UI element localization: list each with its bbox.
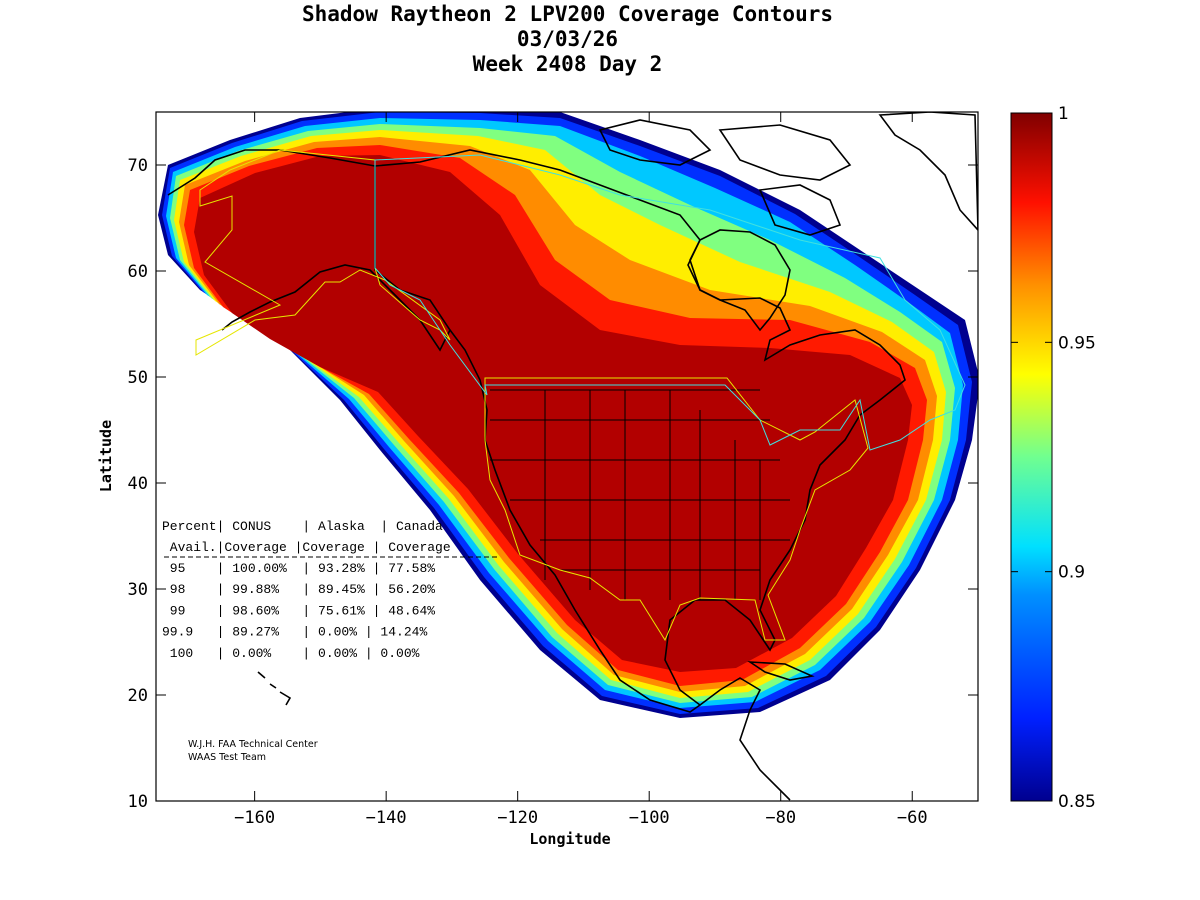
- x-tick-label: −80: [765, 808, 796, 828]
- table-row: 100 | 0.00% | 0.00% | 0.00%: [162, 646, 420, 661]
- chart-week-day: Week 2408 Day 2: [472, 52, 663, 76]
- map-outlines: [167, 112, 978, 801]
- y-axis-title: Latitude: [97, 420, 115, 492]
- y-axis: 10 20 30 40 50 60 70: [128, 156, 978, 812]
- hudson-bay: [687, 229, 791, 332]
- plot-frame: [155, 111, 979, 802]
- colorbar: [1010, 112, 1053, 802]
- colorbar-ticks: 0.85 0.9 0.95 1: [1011, 104, 1096, 812]
- coverage-table: Percent| CONUS | Alaska | Canada Avail.|…: [162, 519, 500, 661]
- y-tick-label: 70: [128, 156, 148, 176]
- table-row: 99 | 98.60% | 75.61% | 48.64%: [162, 603, 435, 618]
- y-tick-label: 60: [128, 262, 148, 282]
- x-tick-label: −140: [366, 808, 407, 828]
- north-america-coastline: [374, 149, 906, 801]
- chart-title: Shadow Raytheon 2 LPV200 Coverage Contou…: [301, 2, 833, 26]
- y-tick-label: 20: [128, 686, 148, 706]
- colorbar-label: 1: [1058, 104, 1069, 124]
- arctic-islands: [598, 119, 852, 236]
- contour-1.00: [194, 155, 912, 672]
- conus-region-boundary: [484, 377, 869, 642]
- colorbar-label: 0.85: [1058, 792, 1096, 812]
- y-tick-label: 40: [128, 474, 148, 494]
- y-tick-label: 50: [128, 368, 148, 388]
- credit-line-1: W.J.H. FAA Technical Center: [188, 739, 318, 750]
- chart-date: 03/03/26: [516, 27, 619, 51]
- credit-line-2: WAAS Test Team: [188, 752, 266, 763]
- region-boundaries: [195, 149, 966, 642]
- alaska-region-boundary: [195, 149, 451, 356]
- table-header-2: Avail.|Coverage |Coverage | Coverage: [162, 540, 451, 555]
- cuba: [747, 661, 815, 681]
- x-tick-label: −60: [897, 808, 928, 828]
- us-states-grid: [490, 389, 790, 600]
- y-tick-label: 30: [128, 580, 148, 600]
- x-axis-title: Longitude: [529, 830, 610, 848]
- canada-region-boundary: [374, 154, 966, 451]
- x-tick-label: −160: [234, 808, 275, 828]
- alaska-coastline: [167, 149, 451, 352]
- west-coastline: [449, 329, 701, 713]
- table-row: 95 | 100.00% | 93.28% | 77.58%: [162, 561, 435, 576]
- table-row: 98 | 99.88% | 89.45% | 56.20%: [162, 582, 435, 597]
- hawaii: [257, 671, 292, 706]
- x-tick-label: −120: [497, 808, 538, 828]
- table-header-1: Percent| CONUS | Alaska | Canada: [162, 519, 443, 534]
- colorbar-label: 0.95: [1058, 333, 1096, 353]
- x-tick-label: −100: [629, 808, 670, 828]
- colorbar-label: 0.9: [1058, 563, 1085, 583]
- y-tick-label: 10: [128, 792, 148, 812]
- x-axis: −160 −140 −120 −100 −80 −60: [234, 112, 928, 828]
- greenland: [878, 112, 978, 232]
- table-row: 99.9 | 89.27% | 0.00% | 14.24%: [162, 625, 427, 640]
